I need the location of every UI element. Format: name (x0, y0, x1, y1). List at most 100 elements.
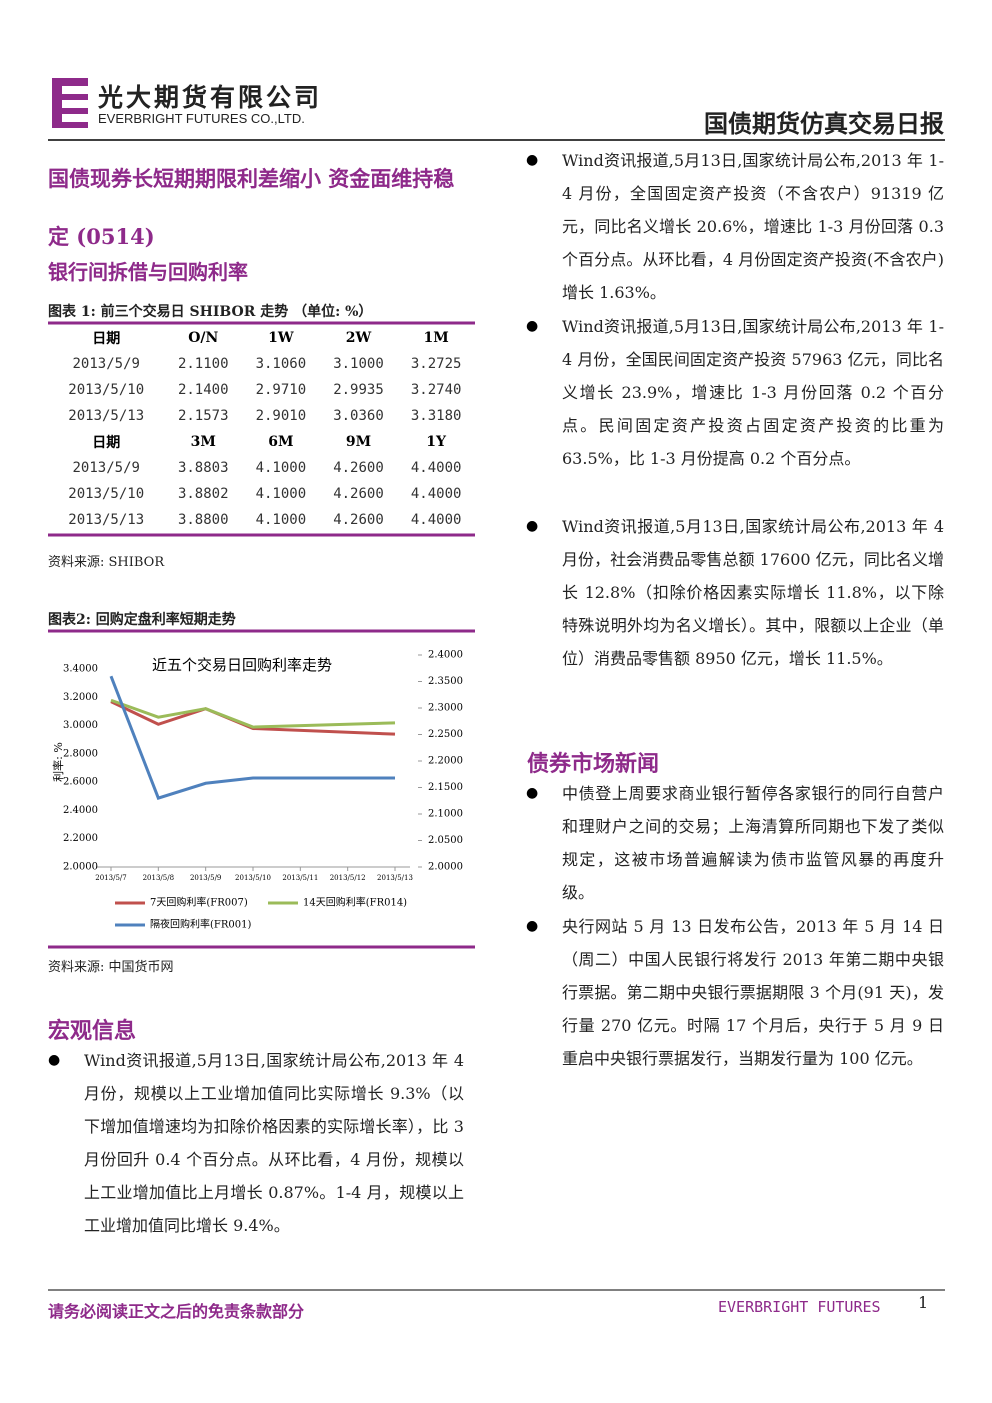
cell: 4.4000 (410, 512, 462, 528)
cell: 4.4000 (410, 486, 462, 502)
x-tick-label: 2013/5/7 (95, 874, 126, 882)
cell: 2.9935 (333, 382, 384, 398)
table-source: 资料来源: SHIBOR (48, 555, 165, 570)
header-cell: 1Y (426, 434, 447, 450)
y-tick-label: 2.4000 (63, 805, 98, 816)
cell: 4.2600 (333, 486, 384, 502)
cell: 2.1573 (177, 408, 229, 424)
disclaimer: 请务必阅读正文之后的免责条款部分 (48, 1302, 305, 1321)
y2-tick-label: 2.1000 (428, 809, 463, 820)
cell: 4.1000 (255, 460, 307, 476)
cell: 3.8803 (177, 460, 229, 476)
header-cell: 1W (268, 330, 294, 346)
cell: 3.1060 (255, 356, 307, 372)
data-row: 2013/5/9 2.1100 3.1060 3.1000 3.2725 (48, 351, 475, 377)
cell: 3.3180 (410, 408, 462, 424)
news-bullet: 央行网站 5 月 13 日发布公告，2013 年 5 月 14 日（周二）中国人… (526, 910, 944, 1075)
cell: 4.2600 (333, 460, 384, 476)
company-cn: 光大期货有限公司 (98, 83, 323, 112)
news-bullet: Wind资讯报道,5月13日,国家统计局公布,2013 年 1-4 月份，全国民… (526, 310, 944, 475)
y2-tick-label: 2.2000 (428, 756, 463, 767)
news-bullet: Wind资讯报道,5月13日,国家统计局公布,2013 年 1-4 月份，全国固… (526, 144, 944, 309)
y-tick-label: 3.2000 (63, 692, 98, 703)
cell: 2.1100 (177, 356, 229, 372)
header-cell: 日期 (92, 435, 121, 451)
x-tick-label: 2013/5/8 (143, 874, 174, 882)
series-line (109, 675, 395, 800)
cell: 4.4000 (410, 460, 462, 476)
header-cell: 3M (190, 434, 216, 450)
chart-title: 近五个交易日回购利率走势 (152, 656, 332, 674)
header-cell: O/N (188, 330, 219, 346)
x-tick-label: 2013/5/12 (330, 874, 366, 882)
legend-label: 14天回购利率(FR014) (303, 896, 407, 909)
cell: 2013/5/10 (68, 382, 145, 398)
cell: 2013/5/9 (72, 460, 140, 476)
header-cell: 9M (345, 434, 372, 450)
chart-caption: 图表2: 回购定盘利率短期走势 (48, 612, 236, 628)
cell: 4.1000 (255, 512, 307, 528)
company-en: EVERBRIGHT FUTURES CO.,LTD. (98, 111, 305, 126)
header-cell: 日期 (92, 331, 121, 347)
headline: 国债现券长短期期限利差缩小 资金面维持稳定 (0514) (48, 166, 455, 249)
cell: 2013/5/9 (72, 356, 140, 372)
cell: 3.0360 (333, 408, 384, 424)
x-tick-label: 2013/5/10 (235, 874, 271, 882)
data-row: 2013/5/10 3.8802 4.1000 4.2600 4.4000 (48, 481, 475, 507)
series-line (110, 698, 396, 729)
y-tick-label: 2.6000 (63, 777, 98, 788)
y-tick-label: 3.4000 (63, 664, 98, 675)
cell: 3.8802 (177, 486, 229, 502)
table-caption: 图表 1: 前三个交易日 SHIBOR 走势 （单位: %） (48, 304, 373, 320)
legend-label: 隔夜回购利率(FR001) (150, 918, 251, 931)
y2-tick-label: 2.4000 (428, 650, 463, 661)
y2-tick-label: 2.3000 (428, 703, 463, 714)
cell: 3.1000 (333, 356, 384, 372)
cell: 4.1000 (255, 486, 307, 502)
header-row: 日期 3M 6M 9M 1Y (48, 429, 475, 455)
shibor-table: 日期 O/N 1W 2W 1M 2013/5/9 2.1100 3.1060 3.1000 3.2… (48, 325, 475, 533)
cell: 2.9710 (255, 382, 307, 398)
macro-bullet: Wind资讯报道,5月13日,国家统计局公布,2013 年 4 月份，规模以上工… (48, 1044, 464, 1242)
section-title: 银行间拆借与回购利率 (48, 260, 248, 284)
cell: 3.8800 (177, 512, 229, 528)
logo (52, 78, 88, 128)
data-row: 2013/5/9 3.8803 4.1000 4.2600 4.4000 (48, 455, 475, 481)
cell: 2.9010 (255, 408, 307, 424)
data-row: 2013/5/13 3.8800 4.1000 4.2600 4.4000 (48, 507, 475, 533)
chart-source: 资料来源: 中国货币网 (48, 960, 174, 975)
cell: 2013/5/13 (68, 408, 145, 424)
y2-tick-label: 2.3500 (428, 676, 463, 687)
header-cell: 2W (345, 330, 372, 346)
cell: 4.2600 (333, 512, 384, 528)
y2-tick-label: 2.1500 (428, 782, 463, 793)
y-tick-label: 2.0000 (63, 862, 98, 873)
cell: 2.1400 (177, 382, 229, 398)
cell: 2013/5/13 (68, 512, 145, 528)
cell: 3.2725 (410, 356, 462, 372)
y-tick-label: 2.2000 (63, 833, 98, 844)
cell: 3.2740 (410, 382, 462, 398)
y2-tick-label: 2.2500 (428, 729, 463, 740)
y-axis-label: 利率: % (51, 742, 65, 782)
data-row: 2013/5/13 2.1573 2.9010 3.0360 3.3180 (48, 403, 475, 429)
report-title: 国债期货仿真交易日报 (704, 109, 944, 138)
header-cell: 1M (423, 330, 449, 346)
y-tick-label: 3.0000 (63, 720, 98, 731)
x-tick-label: 2013/5/11 (282, 874, 318, 882)
macro-title: 宏观信息 (48, 1018, 137, 1044)
page-number: 1 (918, 1293, 929, 1312)
y2-tick-label: 2.0500 (428, 835, 463, 846)
data-row: 2013/5/10 2.1400 2.9710 2.9935 3.2740 (48, 377, 475, 403)
cell: 2013/5/10 (68, 486, 145, 502)
series-line (110, 700, 396, 736)
footer-brand: EVERBRIGHT FUTURES (718, 1298, 881, 1316)
x-tick-label: 2013/5/13 (377, 874, 413, 882)
header-cell: 6M (268, 434, 294, 450)
news-bullet: Wind资讯报道,5月13日,国家统计局公布,2013 年 4 月份，社会消费品… (526, 510, 944, 675)
y-tick-label: 2.8000 (63, 748, 98, 759)
y2-tick-label: 2.0000 (428, 862, 463, 873)
news-bullet: 中债登上周要求商业银行暂停各家银行的同行自营户和理财户之间的交易；上海清算所同期… (526, 777, 944, 909)
